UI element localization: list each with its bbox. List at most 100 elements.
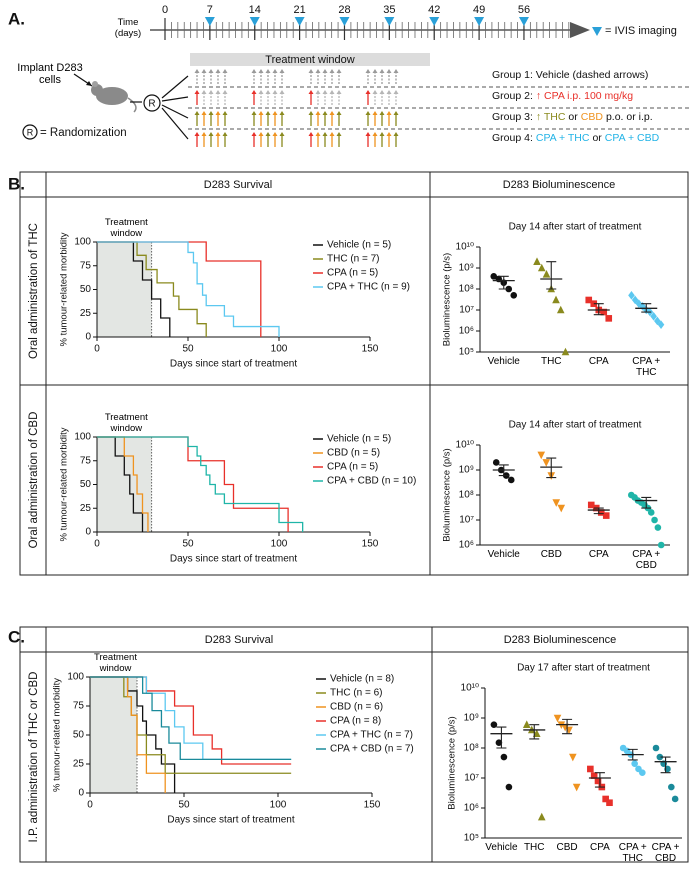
data-point	[605, 315, 613, 322]
x-tick-label: 150	[362, 344, 379, 355]
data-point	[668, 783, 675, 791]
x-tick-label: 100	[270, 800, 287, 811]
dose-arrowhead	[208, 132, 214, 136]
dose-arrowhead	[194, 132, 200, 136]
data-point	[492, 459, 500, 466]
dose-arrowhead	[372, 111, 378, 115]
dose-arrowhead	[208, 69, 214, 73]
error-bar	[496, 726, 507, 749]
data-point	[639, 769, 646, 777]
group-text: Group 3:	[492, 111, 533, 123]
data-point	[647, 509, 655, 516]
data-point	[587, 501, 595, 509]
category-label: THC	[523, 842, 545, 853]
data-point	[651, 516, 658, 524]
dose-arrowhead	[336, 69, 342, 73]
dose-arrowhead	[315, 90, 321, 94]
row-label: I.P. administration of THC or CBD	[28, 672, 40, 843]
category-label-box: CPA + CBD	[652, 842, 680, 864]
y-tick-label: 10⁶	[459, 540, 474, 551]
randomization-symbol: R	[27, 127, 34, 137]
data-point	[565, 726, 573, 735]
column-header: D283 Survival	[204, 179, 272, 191]
day-label: 35	[383, 4, 395, 16]
data-point	[500, 753, 508, 761]
error-bar	[562, 718, 573, 735]
time-label-box: Time (days)	[115, 17, 141, 39]
data-point	[628, 291, 635, 300]
randomization-label: = Randomization	[40, 127, 127, 139]
dose-arrowhead	[329, 132, 335, 136]
dose-arrowhead	[336, 90, 342, 94]
dose-arrowhead	[265, 69, 271, 73]
x-axis-label: Days since start of treatment	[170, 359, 297, 370]
y-tick-label: 10¹⁰	[461, 683, 479, 694]
y-tick-label: 0	[85, 332, 91, 343]
dose-arrowhead	[258, 132, 264, 136]
x-tick-label: 100	[271, 539, 288, 550]
legend-label: THC (n = 7)	[327, 254, 380, 265]
group-text: Group 4:	[492, 132, 533, 144]
dose-arrowhead	[201, 132, 207, 136]
data-point	[639, 302, 646, 311]
dose-arrowhead	[386, 69, 392, 73]
dose-arrowhead	[365, 111, 371, 115]
category-label: THC	[540, 356, 562, 367]
legend-label: CPA (n = 5)	[327, 268, 378, 279]
y-axis-label: Bioluminescence (p/s)	[447, 716, 458, 809]
imaging-legend: = IVIS imaging	[605, 25, 677, 37]
imaging-marker	[384, 17, 395, 26]
dose-arrowhead	[279, 90, 285, 94]
dose-arrowhead	[251, 132, 257, 136]
dose-arrowhead	[279, 69, 285, 73]
y-tick-label: 10⁹	[464, 713, 479, 724]
y-tick-label: 0	[85, 527, 91, 538]
panel-letter: C.	[8, 627, 25, 646]
group-text: Group 2:	[492, 90, 533, 102]
dose-arrowhead	[251, 90, 257, 94]
data-point	[552, 295, 560, 304]
dose-arrowhead	[272, 69, 278, 73]
legend-label: CBD (n = 6)	[330, 702, 383, 713]
dose-arrowhead	[372, 90, 378, 94]
data-point	[602, 512, 610, 519]
dose-arrowhead	[222, 111, 228, 115]
error-bar	[594, 772, 605, 788]
data-point	[654, 524, 662, 531]
panel-b-frame	[19, 171, 689, 576]
category-label-box: CPA	[589, 356, 609, 367]
data-point	[522, 720, 531, 728]
dose-arrowhead	[308, 132, 314, 136]
dose-arrowhead	[322, 90, 328, 94]
survival-curve	[97, 436, 149, 532]
error-bar	[593, 507, 604, 515]
dose-arrowhead	[386, 111, 392, 115]
y-tick-label: 10¹⁰	[456, 242, 474, 253]
y-axis-label: Bioluminescence (p/s)	[442, 448, 453, 541]
group-line-box: Group 4: CPA + THC or CPA + CBD	[492, 132, 692, 144]
y-tick-label: 10⁹	[459, 263, 474, 274]
survival-curve	[97, 241, 171, 337]
data-point	[542, 270, 551, 278]
dose-arrowhead	[222, 132, 228, 136]
dose-arrowhead	[272, 90, 278, 94]
y-tick-label: 25	[80, 308, 92, 319]
group-line-box: Group 1: Vehicle (dashed arrows)	[492, 69, 648, 81]
x-tick-label: 0	[94, 344, 100, 355]
dose-arrowhead	[336, 111, 342, 115]
dose-arrowhead	[322, 132, 328, 136]
window-label-box: Treatment window	[94, 652, 137, 674]
dose-arrowhead	[386, 90, 392, 94]
x-axis-label: Days since start of treatment	[170, 554, 297, 565]
day-label: 28	[338, 4, 350, 16]
data-point	[572, 783, 581, 792]
group-line: Group 4: CPA + THC or CPA + CBD	[492, 132, 692, 144]
data-point	[631, 760, 638, 767]
imaging-legend-marker	[592, 27, 602, 36]
dose-arrowhead	[393, 90, 399, 94]
group-line-box: Group 2: ↑ CPA i.p. 100 mg/kg	[492, 90, 633, 102]
randomization-fan	[130, 75, 189, 140]
data-point	[657, 541, 665, 549]
legend-label: Vehicle (n = 5)	[327, 240, 391, 251]
